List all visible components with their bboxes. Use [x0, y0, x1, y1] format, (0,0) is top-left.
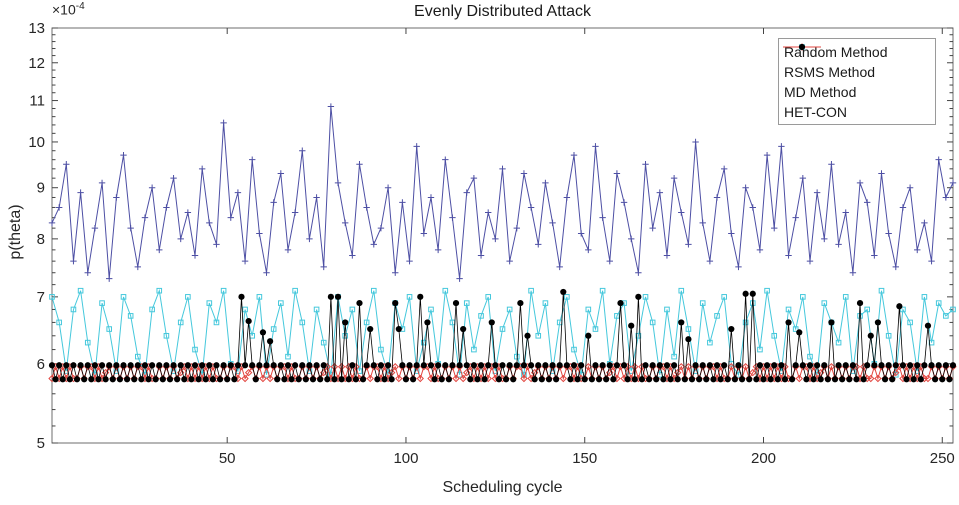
legend-label: Random Method [784, 44, 888, 60]
svg-text:8: 8 [37, 231, 45, 248]
svg-text:12: 12 [28, 55, 45, 72]
y-axis-label: p(theta) [7, 204, 24, 260]
series-random-method [48, 103, 957, 282]
legend-label: RSMS Method [784, 64, 876, 80]
svg-text:150: 150 [572, 450, 597, 467]
series-het-con [48, 288, 957, 383]
legend-item-md-method: MD Method [779, 43, 935, 102]
tick-labels: 50 100 150 200 250 5 6 7 8 9 10 11 12 13 [28, 20, 954, 467]
axes [51, 27, 954, 444]
legend-label: MD Method [784, 84, 857, 100]
series-rsms-method [49, 287, 956, 378]
svg-text:6: 6 [37, 356, 45, 373]
svg-text:11: 11 [29, 93, 45, 110]
legend-item-het-con: HET-CON [779, 43, 935, 122]
svg-text:100: 100 [393, 450, 418, 467]
svg-text:50: 50 [219, 450, 236, 467]
legend-label: HET-CON [784, 104, 847, 120]
svg-text:7: 7 [37, 289, 45, 306]
svg-text:13: 13 [28, 20, 45, 37]
legend: Random Method RSMS Method MD Method HET-CON [778, 38, 936, 125]
x-axis-label: Scheduling cycle [442, 479, 563, 496]
svg-text:200: 200 [751, 450, 776, 467]
svg-text:5: 5 [37, 435, 45, 452]
chart-title: Evenly Distributed Attack [414, 3, 591, 20]
svg-text:250: 250 [930, 450, 955, 467]
het-con-legend-marker-icon [798, 43, 806, 51]
y-axis-offset-label: ×10-4 [52, 1, 85, 18]
svg-text:10: 10 [28, 134, 45, 151]
legend-item-rsms-method: RSMS Method [779, 44, 935, 82]
svg-text:9: 9 [37, 180, 45, 197]
